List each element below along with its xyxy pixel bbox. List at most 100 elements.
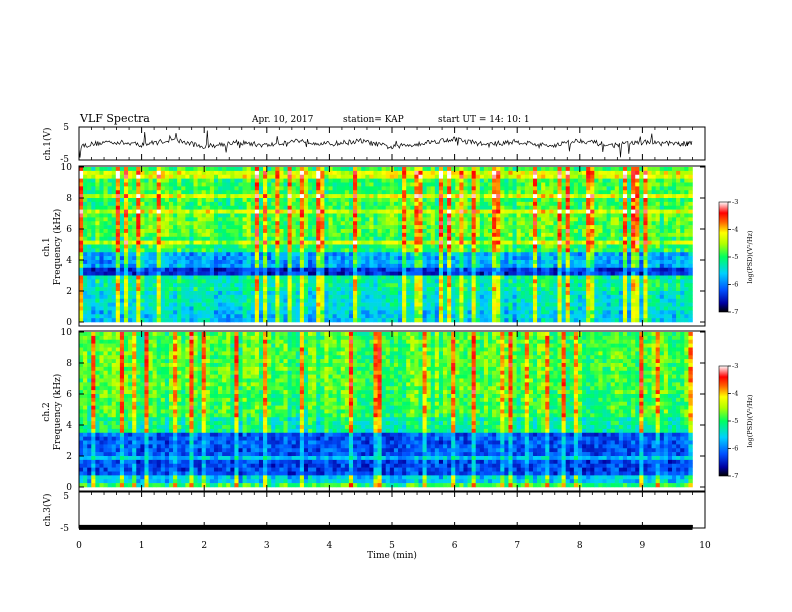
spectrogram-cell (295, 252, 301, 257)
spectrogram-cell (684, 182, 689, 187)
spectrogram-cell (160, 283, 166, 288)
spectrogram-cell (447, 232, 452, 238)
spectrogram-cell (483, 174, 489, 179)
spectrogram-cell (287, 182, 292, 187)
spectrogram-cell (651, 190, 656, 195)
spectrogram-cell (197, 291, 202, 296)
spectrogram-cell (475, 240, 481, 245)
spectrogram-cell (594, 229, 599, 234)
spectrogram-cell (667, 287, 673, 292)
spectrogram-cell (651, 167, 656, 172)
spectrogram-cell (532, 256, 538, 261)
spectrogram-cell (291, 271, 297, 276)
spectrogram-cell (238, 167, 243, 172)
spectrogram-cell (381, 198, 387, 203)
spectrogram-cell (635, 240, 640, 245)
spectrogram-cell (594, 170, 599, 176)
spectrogram-cell (516, 182, 522, 187)
spectrogram-cell (385, 232, 391, 238)
spectrogram-cell (483, 178, 489, 183)
spectrogram-cell (132, 194, 137, 199)
spectrogram-cell (83, 213, 88, 218)
spectrogram-cell (667, 190, 673, 195)
spectrogram-cell (83, 267, 88, 272)
spectrogram-cell (123, 287, 129, 292)
spectrogram-cell (340, 217, 346, 222)
spectrogram-cell (242, 182, 247, 187)
spectrogram-cell (684, 252, 689, 257)
spectrogram-cell (308, 267, 313, 272)
spectrogram-cell (602, 190, 607, 195)
spectrogram-cell (275, 205, 280, 210)
spectrogram-cell (672, 205, 677, 210)
spectrogram-cell (659, 229, 665, 234)
spectrogram-cell (504, 178, 509, 183)
spectrogram-cell (406, 205, 411, 210)
spectrogram-cell (132, 287, 137, 292)
spectrogram-cell (348, 271, 354, 276)
spectrogram-cell (430, 236, 436, 241)
spectrogram-cell (344, 279, 350, 284)
spectrogram-cell (381, 221, 387, 226)
spectrogram-cell (598, 267, 603, 272)
spectrogram-cell (119, 201, 125, 207)
spectrogram-cell (222, 240, 227, 245)
spectrogram-cell (271, 217, 276, 222)
spectrogram-cell (622, 244, 628, 249)
spectrogram-cell (590, 221, 595, 226)
spectrogram-cell (663, 194, 669, 199)
spectrogram-cell (361, 221, 366, 226)
spectrogram-cell (684, 275, 689, 280)
spectrogram-cell (218, 294, 223, 300)
spectrogram-cell (422, 174, 427, 179)
spectrogram-cell (663, 267, 669, 272)
spectrogram-cell (500, 232, 505, 238)
spectrogram-cell (91, 229, 96, 234)
spectrogram-cell (569, 279, 575, 284)
spectrogram-cell (246, 209, 252, 214)
spectrogram-cell (189, 256, 194, 261)
spectrogram-cell (115, 167, 121, 172)
spectrogram-cell (398, 209, 403, 214)
spectrogram-cell (434, 201, 440, 207)
spectrogram-cell (582, 221, 587, 226)
spectrogram-cell (267, 252, 272, 257)
spectrogram-cell (627, 275, 632, 280)
spectrogram-cell (565, 221, 571, 226)
spectrogram-cell (676, 167, 681, 172)
spectrogram-cell (676, 287, 681, 292)
spectrogram-cell (389, 217, 395, 222)
spectrogram-cell (271, 194, 276, 199)
spectrogram-cell (418, 279, 423, 284)
spectrogram-cell (393, 209, 399, 214)
spectrogram-cell (553, 167, 558, 172)
spectrogram-cell (471, 275, 477, 280)
spectrogram-cell (107, 209, 113, 214)
spectrogram-cell (164, 174, 170, 179)
spectrogram-cell (541, 186, 546, 191)
spectrogram-cell (655, 186, 661, 191)
spectrogram-cell (283, 221, 288, 226)
spectrogram-cell (279, 263, 284, 269)
spectrogram-cell (353, 217, 358, 222)
spectrogram-cell (393, 170, 399, 176)
spectrogram-cell (164, 201, 170, 207)
spectrogram-cell (422, 221, 427, 226)
spectrogram-cell (189, 205, 194, 210)
spectrogram-cell (254, 283, 260, 288)
spectrogram-cell (103, 294, 108, 300)
spectrogram-cell (414, 221, 419, 226)
spectrogram-cell (324, 252, 329, 257)
spectrogram-cell (537, 221, 542, 226)
spectrogram-cell (508, 271, 513, 276)
spectrogram-cell (426, 182, 432, 187)
spectrogram-cell (295, 271, 301, 276)
spectrogram-cell (447, 194, 452, 199)
spectrogram-cell (185, 198, 190, 203)
spectrogram-cell (291, 178, 297, 183)
spectrogram-cell (614, 201, 620, 207)
spectrogram-cell (438, 279, 444, 284)
spectrogram-cell (173, 217, 178, 222)
spectrogram-cell (87, 236, 92, 241)
spectrogram-cell (541, 217, 546, 222)
